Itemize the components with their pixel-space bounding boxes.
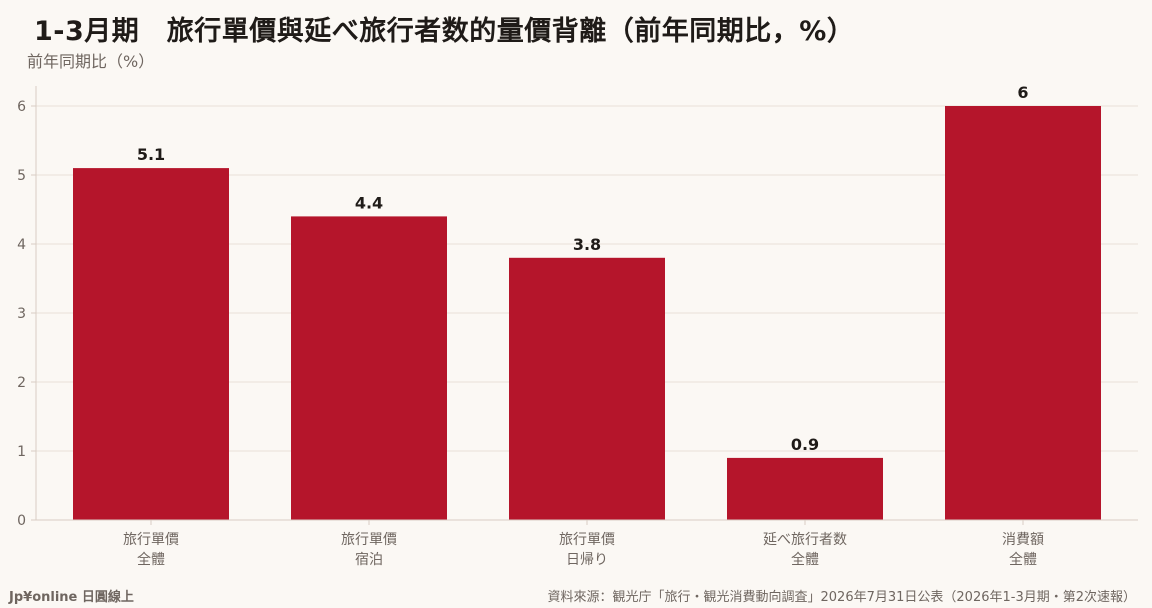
bar — [945, 106, 1101, 520]
bars — [73, 106, 1101, 520]
y-tick-label: 2 — [17, 375, 26, 391]
x-tick-label: 延べ旅行者数 — [763, 532, 847, 548]
y-axis-label: 前年同期比（%） — [27, 52, 155, 71]
bar — [73, 168, 229, 520]
x-tick-label: 旅行單價 — [123, 531, 179, 548]
bar — [727, 457, 883, 520]
bar-value-label: 0.9 — [791, 435, 819, 454]
bar — [509, 257, 665, 520]
x-tick-label: 旅行單價 — [341, 531, 397, 548]
bar — [291, 216, 447, 520]
x-tick-label: 全體 — [1009, 551, 1037, 568]
y-tick-label: 6 — [17, 99, 26, 115]
x-tick-label: 全體 — [137, 551, 165, 568]
y-tick-label: 0 — [17, 513, 26, 529]
y-tick-label: 4 — [17, 237, 26, 253]
axes: 0 1 2 3 4 5 6 — [17, 86, 1138, 529]
x-tick-label: 全體 — [791, 551, 819, 568]
bar-value-label: 4.4 — [355, 193, 383, 212]
chart-title: 1-3月期 旅行單價與延べ旅行者数的量價背離（前年同期比，%） — [34, 16, 855, 47]
bar-value-label: 5.1 — [137, 145, 165, 164]
bar-value-label: 6 — [1017, 83, 1028, 102]
x-tick-label: 日帰り — [566, 551, 608, 568]
labels: 5.1旅行單價全體4.4旅行單價宿泊3.8旅行單價日帰り0.9延べ旅行者数全體6… — [123, 83, 1044, 568]
y-tick-label: 3 — [17, 306, 26, 322]
source-note: 資料來源：観光庁「旅行・観光消費動向調査」2026年7月31日公表（2026年1… — [547, 590, 1137, 605]
x-tick-label: 宿泊 — [355, 551, 383, 568]
x-tick-label: 消費額 — [1002, 532, 1044, 548]
x-tick-label: 旅行單價 — [559, 531, 615, 548]
bar-value-label: 3.8 — [573, 235, 601, 254]
brand-logo-text: Jp¥online 日圓線上 — [9, 590, 134, 605]
y-tick-label: 5 — [17, 168, 26, 184]
y-tick-label: 1 — [17, 444, 26, 460]
